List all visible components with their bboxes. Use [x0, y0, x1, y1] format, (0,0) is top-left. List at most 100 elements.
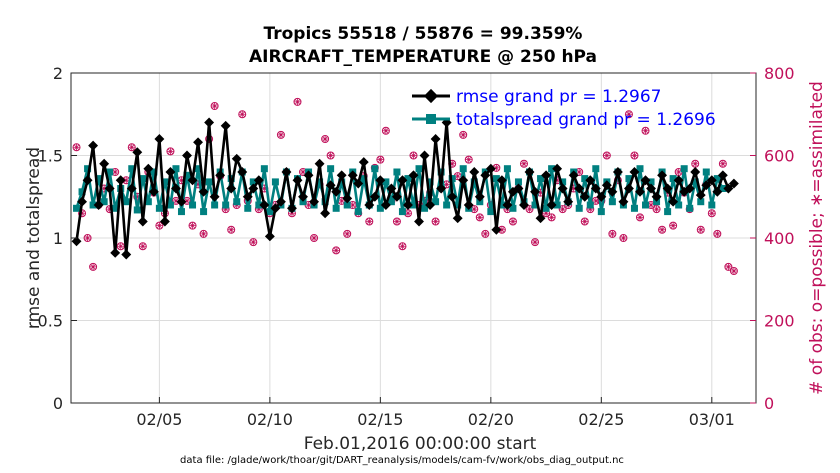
totalspread-point — [222, 201, 230, 209]
totalspread-point — [338, 178, 346, 186]
obs-count-point — [624, 110, 633, 119]
rmse-point — [690, 167, 701, 177]
totalspread-point — [360, 175, 368, 183]
rmse-point — [259, 200, 270, 210]
chart-title-line2: AIRCRAFT_TEMPERATURE @ 250 hPa — [249, 47, 597, 67]
totalspread-point — [597, 208, 605, 216]
rmse-point — [253, 175, 264, 186]
obs-count-point — [72, 143, 81, 152]
rmse-point — [723, 183, 734, 194]
rmse-point — [198, 186, 209, 197]
rmse-point — [535, 213, 546, 224]
totalspread-point — [166, 201, 174, 209]
rmse-point — [287, 203, 297, 214]
totalspread-point — [327, 165, 335, 173]
rmse-point — [651, 191, 662, 202]
y-right-tick-label: 400 — [764, 229, 795, 248]
totalspread-point — [95, 175, 103, 183]
rmse-point — [110, 247, 121, 258]
totalspread-point — [675, 201, 683, 209]
totalspread-point — [625, 175, 633, 183]
rmse-point — [568, 170, 579, 181]
totalspread-point — [581, 175, 589, 183]
totalspread-point — [177, 208, 185, 216]
totalspread-point — [680, 165, 688, 173]
rmse-point — [292, 175, 303, 186]
rmse-point — [121, 249, 132, 260]
totalspread-point — [487, 208, 495, 216]
totalspread-point — [503, 165, 511, 173]
totalspread-point — [592, 165, 600, 173]
rmse-point — [458, 175, 469, 186]
rmse-point — [242, 191, 253, 202]
obs-count-point — [459, 130, 468, 139]
totalspread-point — [713, 175, 721, 183]
x-tick-label: 02/20 — [468, 410, 514, 429]
rmse-point — [215, 170, 226, 181]
rmse-point — [275, 196, 286, 207]
totalspread-point — [537, 175, 545, 183]
rmse-point — [397, 175, 408, 186]
obs-count-point — [508, 217, 517, 226]
obs-count-point — [365, 217, 374, 226]
rmse-point — [309, 196, 320, 207]
y-right-tick-label: 800 — [764, 64, 795, 83]
totalspread-point — [669, 175, 677, 183]
obs-count-point — [138, 242, 147, 251]
obs-count-point — [630, 151, 639, 160]
totalspread-point — [415, 165, 423, 173]
rmse-point — [132, 147, 143, 158]
totalspread-point — [155, 204, 163, 212]
rmse-point — [618, 196, 629, 207]
totalspread-point — [260, 165, 268, 173]
rmse-point — [623, 183, 634, 194]
y-axis-left-ticks: 0 0.5 1 1.5 2 — [38, 64, 77, 413]
rmse-point — [668, 196, 679, 207]
totalspread-point — [73, 204, 81, 212]
totalspread-point — [492, 175, 500, 183]
totalspread-point — [636, 165, 644, 173]
obs-count-point — [652, 205, 661, 214]
obs-count-point — [658, 225, 667, 234]
rmse-point — [159, 216, 170, 227]
obs-count-point — [635, 213, 644, 222]
rmse-point — [452, 213, 463, 224]
totalspread-point — [371, 165, 379, 173]
obs-count-point — [321, 135, 330, 143]
obs-count-point — [707, 209, 716, 218]
rmse-point — [419, 150, 430, 161]
legend-spread-label: totalspread grand pr = 1.2696 — [456, 110, 716, 130]
obs-count-point — [343, 229, 352, 238]
totalspread-point — [376, 204, 384, 212]
totalspread-point — [575, 204, 583, 212]
totalspread-point — [630, 204, 638, 212]
obs-count-point — [155, 221, 164, 230]
totalspread-point — [89, 201, 97, 209]
obs-count-point — [293, 97, 302, 106]
rmse-point — [220, 120, 231, 131]
totalspread-point — [144, 198, 152, 206]
totalspread-point — [398, 208, 406, 216]
rmse-point — [386, 183, 397, 194]
obs-count-point — [409, 151, 418, 160]
totalspread-point — [233, 198, 241, 206]
totalspread-point — [426, 178, 434, 186]
obs-count-point — [227, 225, 236, 234]
obs-count-point — [238, 110, 247, 119]
rmse-point — [88, 140, 99, 151]
obs-count-point — [210, 102, 219, 110]
rmse-point — [248, 183, 259, 194]
obs-count-point — [547, 213, 556, 222]
rmse-point — [712, 186, 723, 197]
totalspread-point — [509, 204, 517, 212]
rmse-point — [237, 167, 248, 177]
rmse-point — [425, 200, 436, 210]
obs-count-point — [392, 217, 401, 226]
obs-count-point — [519, 159, 528, 168]
rmse-point — [298, 191, 308, 202]
totalspread-point — [697, 198, 705, 206]
rmse-point — [369, 191, 380, 202]
totalspread-point — [343, 201, 351, 209]
obs-count-point — [249, 238, 258, 247]
